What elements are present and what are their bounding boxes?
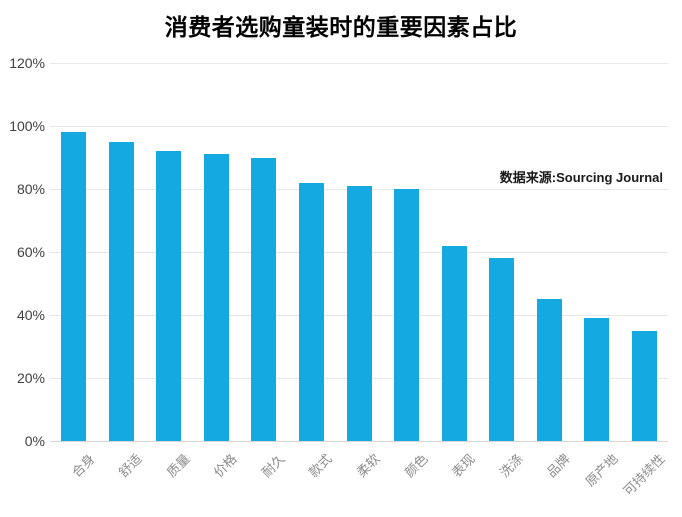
bar-舒适 [108, 141, 134, 441]
bar-可持续性 [631, 330, 657, 441]
y-tick-label: 20% [16, 370, 45, 386]
x-axis-line [50, 441, 668, 442]
y-tick-label: 80% [16, 181, 45, 197]
x-tick-label: 舒适 [116, 451, 146, 481]
y-tick-label: 0% [24, 433, 45, 449]
gridline [50, 126, 668, 127]
bar-表现 [441, 245, 467, 441]
x-tick-label: 品牌 [543, 451, 573, 481]
x-tick-label: 颜色 [401, 451, 431, 481]
bar-柔软 [346, 185, 372, 441]
gridline [50, 63, 668, 64]
bar-款式 [298, 182, 324, 441]
x-tick-label: 原产地 [582, 451, 621, 490]
x-tick-label: 可持续性 [620, 451, 668, 499]
x-tick-label: 价格 [211, 451, 241, 481]
bar-洗涤 [489, 258, 515, 441]
bar-质量 [156, 151, 182, 441]
x-tick-label: 洗涤 [496, 451, 526, 481]
bar-价格 [203, 154, 229, 441]
bar-原产地 [584, 318, 610, 441]
bar-品牌 [536, 299, 562, 441]
data-source-note: 数据来源:Sourcing Journal [499, 170, 663, 185]
y-tick-label: 60% [16, 244, 45, 260]
x-tick-label: 表现 [448, 451, 478, 481]
x-tick-label: 质量 [163, 451, 193, 481]
bar-耐久 [251, 157, 277, 441]
x-tick-label: 柔软 [353, 451, 383, 481]
y-tick-label: 120% [9, 55, 45, 71]
x-tick-label: 款式 [306, 451, 336, 481]
bar-合身 [61, 132, 87, 441]
chart-title: 消费者选购童装时的重要因素占比 [164, 14, 518, 40]
x-tick-label: 耐久 [258, 451, 288, 481]
y-tick-label: 100% [9, 118, 45, 134]
bar-颜色 [394, 189, 420, 441]
y-tick-label: 40% [16, 307, 45, 323]
x-tick-label: 合身 [68, 451, 98, 481]
